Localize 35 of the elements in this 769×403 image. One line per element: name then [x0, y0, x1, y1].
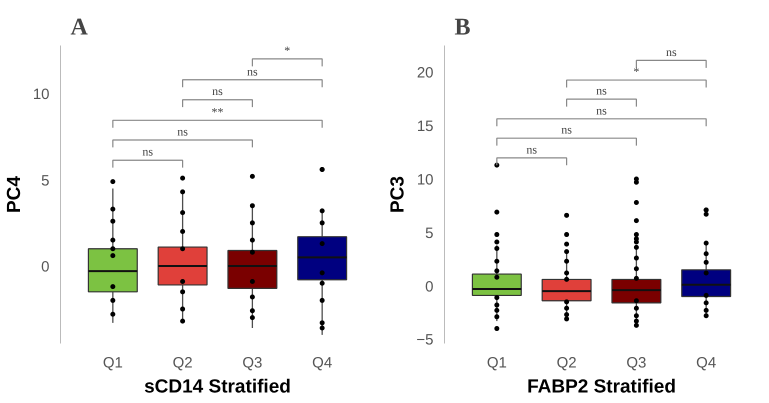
x-tick-label: Q4	[696, 354, 716, 372]
x-tick-label: Q3	[242, 354, 262, 372]
annotation: ns	[596, 103, 608, 118]
annotation: ns	[666, 44, 677, 59]
x-tick-label: Q2	[556, 354, 577, 372]
annotation: *	[284, 43, 290, 58]
y-tick-label: 5	[425, 224, 434, 242]
x-tick-label: Q1	[102, 354, 123, 372]
annotation: ns	[142, 144, 154, 159]
annotation: ns	[561, 122, 572, 137]
y-axis-title: PC4	[4, 176, 25, 213]
x-tick-label: Q3	[626, 354, 646, 372]
x-tick-label: Q1	[486, 354, 507, 372]
x-tick-label: Q2	[172, 354, 193, 372]
x-tick-label: Q4	[312, 354, 332, 372]
annotation: *	[633, 64, 640, 79]
y-axis-title: PC3	[387, 176, 408, 213]
chart-title: A	[70, 14, 88, 40]
annotation: ns	[177, 124, 188, 138]
annotation: **	[212, 104, 224, 119]
y-tick-label: 15	[416, 118, 434, 136]
y-tick-label: 0	[425, 278, 434, 296]
y-tick-label: −5	[416, 332, 434, 349]
annotation: ns	[212, 84, 224, 98]
annotation: ns	[247, 64, 258, 78]
annotation: ns	[526, 142, 538, 156]
y-tick-label: 10	[32, 86, 50, 104]
annotation: ns	[596, 84, 608, 98]
y-tick-label: 20	[416, 64, 434, 82]
y-tick-label: 5	[41, 172, 50, 190]
x-axis-title: sCD14 Stratified	[144, 376, 291, 398]
x-axis-title: FABP2 Stratified	[527, 376, 676, 398]
y-tick-label: 0	[41, 258, 50, 276]
chart-title: B	[454, 14, 471, 40]
y-tick-label: 10	[416, 172, 434, 189]
